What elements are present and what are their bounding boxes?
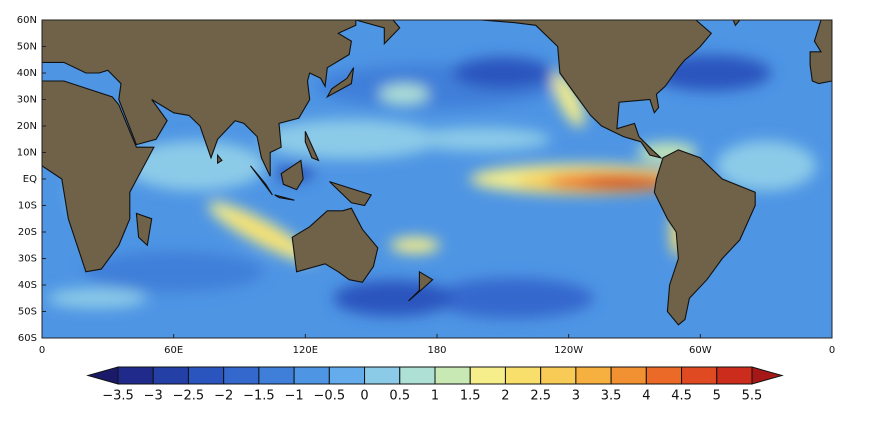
continent	[809, 20, 832, 85]
colorbar-box	[540, 366, 577, 385]
colorbar-box	[575, 366, 612, 385]
anomaly-patch	[583, 176, 664, 187]
continent	[304, 131, 320, 162]
lat-label: 30N	[17, 95, 37, 106]
colorbar-box	[434, 366, 471, 385]
colorbar-label: −3	[144, 389, 163, 404]
lat-label: 50N	[17, 42, 37, 53]
colorbar-label: −2	[214, 389, 233, 404]
continent	[217, 153, 223, 165]
lat-label: 50S	[18, 307, 37, 318]
map-area	[42, 20, 832, 338]
colorbar-label: 3	[572, 389, 580, 404]
continent	[42, 20, 401, 177]
continent	[42, 80, 155, 273]
continent	[135, 212, 153, 247]
colorbar-box	[681, 366, 718, 385]
anomaly-patch	[390, 237, 441, 254]
colorbar-label: 5	[713, 389, 721, 404]
colorbar-box	[258, 366, 295, 385]
colorbar-label: 0.5	[389, 389, 410, 404]
colorbar: −3.5 −3 −2.5 −2 −1.5 −1 −0.5 0 0.5 1 1.5 2 2.5 3 3.5 4 4…	[86, 366, 784, 404]
colorbar-label: 1	[431, 389, 439, 404]
colorbar-label: −0.5	[314, 389, 346, 404]
colorbar-end	[751, 366, 784, 385]
lat-label: 40S	[18, 280, 37, 291]
lat-label: 60N	[17, 15, 37, 26]
anomaly-patch	[46, 288, 147, 309]
continent	[274, 194, 295, 201]
anomaly-patch	[716, 140, 817, 191]
colorbar-label: −2.5	[173, 389, 205, 404]
lat-label: 10S	[18, 201, 37, 212]
lon-label: 0	[39, 345, 45, 356]
anomaly-patch	[410, 127, 551, 152]
colorbar-end	[86, 366, 119, 385]
colorbar-label: 2	[501, 389, 509, 404]
continent	[250, 165, 273, 196]
lon-label: 120W	[554, 345, 583, 356]
lon-label: 0	[829, 345, 835, 356]
lat-label: EQ	[23, 174, 37, 185]
anomaly-patch	[259, 119, 440, 160]
colorbar-box	[364, 366, 401, 385]
continent	[280, 159, 304, 191]
colorbar-box	[399, 366, 436, 385]
colorbar-box	[645, 366, 683, 385]
colorbar-box	[469, 366, 506, 385]
lon-label: 120E	[293, 345, 318, 356]
colorbar-label: −1	[285, 389, 304, 404]
anomaly-patch	[83, 251, 264, 292]
anomaly-patch	[452, 57, 553, 89]
colorbar-label: −1.5	[243, 389, 275, 404]
colorbar-label: 2.5	[530, 389, 551, 404]
colorbar-label: 4	[642, 389, 650, 404]
continent	[732, 20, 741, 27]
anomaly-patch	[379, 84, 430, 105]
colorbar-box	[610, 366, 647, 385]
colorbar-box	[187, 366, 225, 385]
lat-label: 10N	[17, 148, 37, 159]
land	[42, 20, 832, 326]
anomaly-patch	[125, 140, 266, 191]
colorbar-box	[716, 366, 753, 385]
lat-label: 60S	[18, 333, 37, 344]
lon-label: 180	[427, 345, 446, 356]
anomaly-field	[46, 55, 817, 319]
lat-label: 20N	[17, 121, 37, 132]
continent	[291, 207, 379, 283]
colorbar-label: 0	[360, 389, 368, 404]
colorbar-box	[117, 366, 154, 385]
anomaly-patch	[225, 212, 297, 252]
anomaly-patch	[333, 280, 454, 317]
colorbar-box	[293, 366, 330, 385]
lon-label: 60E	[164, 345, 183, 356]
continent	[480, 20, 713, 159]
anomaly-patch	[433, 278, 594, 319]
colorbar-box	[152, 366, 189, 385]
continent	[325, 67, 355, 99]
colorbar-label: −3.5	[102, 389, 134, 404]
lat-label: 30S	[18, 254, 37, 265]
lat-label: 20S	[18, 227, 37, 238]
colorbar-label: 3.5	[601, 389, 622, 404]
continent	[329, 181, 373, 207]
colorbar-box	[328, 366, 366, 385]
continent	[408, 270, 434, 302]
lat-label: 40N	[17, 68, 37, 79]
colorbar-box	[223, 366, 260, 385]
continent	[653, 149, 756, 326]
colorbar-label: 5.5	[742, 389, 763, 404]
colorbar-label: 4.5	[671, 389, 692, 404]
colorbar-label: 1.5	[460, 389, 481, 404]
colorbar-box	[504, 366, 542, 385]
anomaly-patch	[553, 71, 585, 128]
lon-label: 60W	[689, 345, 712, 356]
